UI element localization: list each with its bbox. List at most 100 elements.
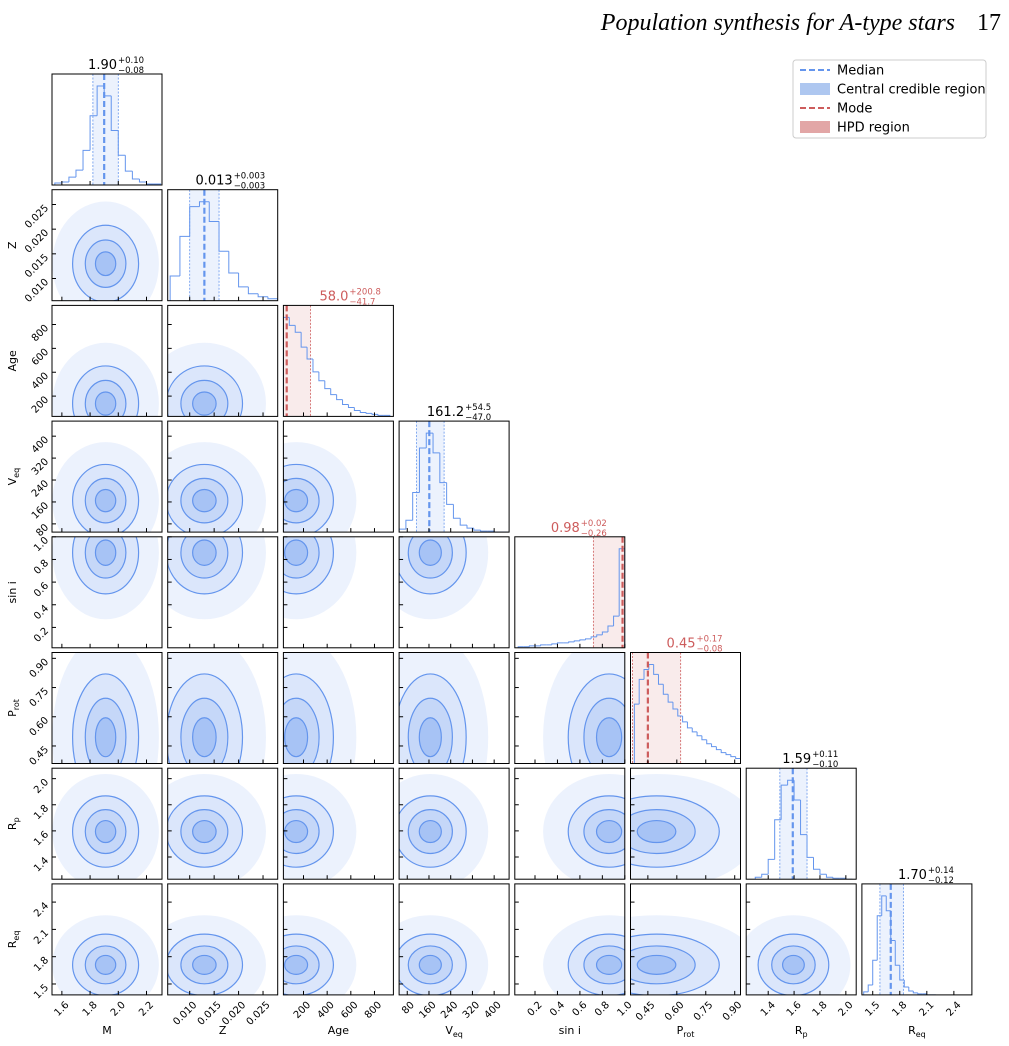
density-fill — [630, 945, 696, 984]
running-title: Population synthesis for A-type stars — [600, 10, 955, 36]
hist-step — [568, 641, 575, 643]
panel — [632, 652, 741, 764]
panel-frame — [398, 420, 510, 533]
hist-step — [54, 182, 62, 185]
hist-step — [473, 528, 481, 531]
density-fill — [583, 698, 625, 764]
panel — [283, 773, 357, 880]
hist-step — [691, 727, 698, 733]
summary-center: 1.90 — [88, 58, 117, 73]
y-axis-label-main: P — [6, 710, 19, 717]
x-tick-label: 1.8 — [811, 1000, 830, 1019]
contour — [283, 809, 320, 855]
panel-frame — [282, 304, 394, 417]
x-axis-label: Rp — [795, 1024, 808, 1039]
density-fill — [408, 698, 453, 764]
density-fill — [95, 251, 116, 276]
density-fill — [192, 391, 217, 416]
density-fill — [408, 536, 453, 579]
y-axis-label: Z — [6, 241, 19, 249]
hist-step — [643, 668, 649, 680]
contour — [630, 795, 720, 868]
y-tick-label: 1.0 — [32, 535, 51, 554]
hist-step — [480, 530, 488, 532]
hist-step — [228, 251, 239, 274]
contour — [583, 697, 625, 764]
y-tick-label: 1.8 — [32, 955, 51, 974]
contour — [84, 536, 127, 579]
hist-step — [238, 272, 249, 288]
hist-step — [145, 182, 154, 185]
contour — [71, 365, 140, 417]
hist-step — [446, 482, 454, 505]
density-fill — [419, 717, 442, 757]
density-fill — [52, 442, 159, 533]
y-tick-label: 400 — [30, 435, 51, 456]
hist-step — [528, 645, 536, 647]
contour — [418, 954, 442, 975]
x-tick-label: 2.1 — [917, 1000, 936, 1019]
contour — [167, 536, 244, 595]
y-axis-label: sin i — [6, 581, 19, 603]
density-fill — [283, 536, 334, 594]
y-axis-label: Rp — [6, 817, 21, 830]
contour — [192, 717, 217, 758]
density-fill — [399, 773, 489, 880]
contour — [595, 954, 623, 975]
hist-step — [793, 780, 801, 801]
hist-step — [573, 640, 580, 642]
hist-step — [885, 895, 891, 912]
contour — [283, 945, 320, 985]
density-fill — [192, 717, 217, 757]
contour — [84, 239, 127, 288]
summary-plus: +0.17 — [697, 635, 723, 645]
density-fill — [95, 489, 116, 512]
density-fill — [180, 536, 228, 579]
panel-frame — [51, 652, 163, 764]
hist-step — [179, 235, 190, 276]
density-fill — [95, 820, 116, 843]
panel-frame — [282, 420, 394, 533]
hist-step — [96, 85, 105, 116]
x-axis-label-sub: eq — [453, 1030, 463, 1039]
hist-step — [677, 709, 683, 717]
density-fill — [85, 809, 126, 854]
density-fill — [167, 773, 266, 880]
contour — [192, 488, 217, 513]
density-fill — [72, 225, 139, 301]
hist-step — [881, 895, 887, 916]
contour — [192, 954, 217, 975]
hist-step — [607, 625, 614, 632]
hist-step — [662, 684, 669, 695]
y-tick-label: 800 — [30, 323, 51, 344]
panel-frame — [398, 536, 510, 649]
hist-step — [138, 179, 147, 183]
contour — [71, 673, 140, 764]
hist-step — [638, 678, 645, 705]
contour — [418, 819, 442, 844]
contour — [71, 933, 140, 995]
hist-step — [556, 642, 564, 644]
y-axis-label-main: sin i — [6, 581, 19, 603]
hist-step — [432, 433, 440, 454]
y-tick-label: 240 — [30, 478, 51, 499]
hist-step — [208, 201, 220, 222]
contour — [407, 697, 453, 764]
x-tick-label: 1.8 — [890, 1000, 909, 1019]
legend-label: Mode — [837, 102, 872, 117]
x-tick-label: 1.4 — [759, 1000, 778, 1019]
x-tick-label: 1.5 — [863, 1000, 882, 1019]
hist-step — [908, 986, 914, 992]
y-tick-label: 2.4 — [32, 900, 51, 919]
panel — [52, 201, 159, 301]
hist-step — [633, 703, 640, 764]
x-tick-label: 2.2 — [137, 1000, 156, 1019]
y-axis-label-main: V — [6, 477, 19, 485]
panel-frame — [51, 304, 163, 417]
hist-step — [585, 638, 592, 640]
hist-step — [198, 201, 210, 207]
panel-frame — [745, 767, 857, 880]
x-tick-label: 0.45 — [634, 1000, 658, 1024]
density-fill — [283, 673, 334, 764]
panel — [399, 421, 508, 533]
